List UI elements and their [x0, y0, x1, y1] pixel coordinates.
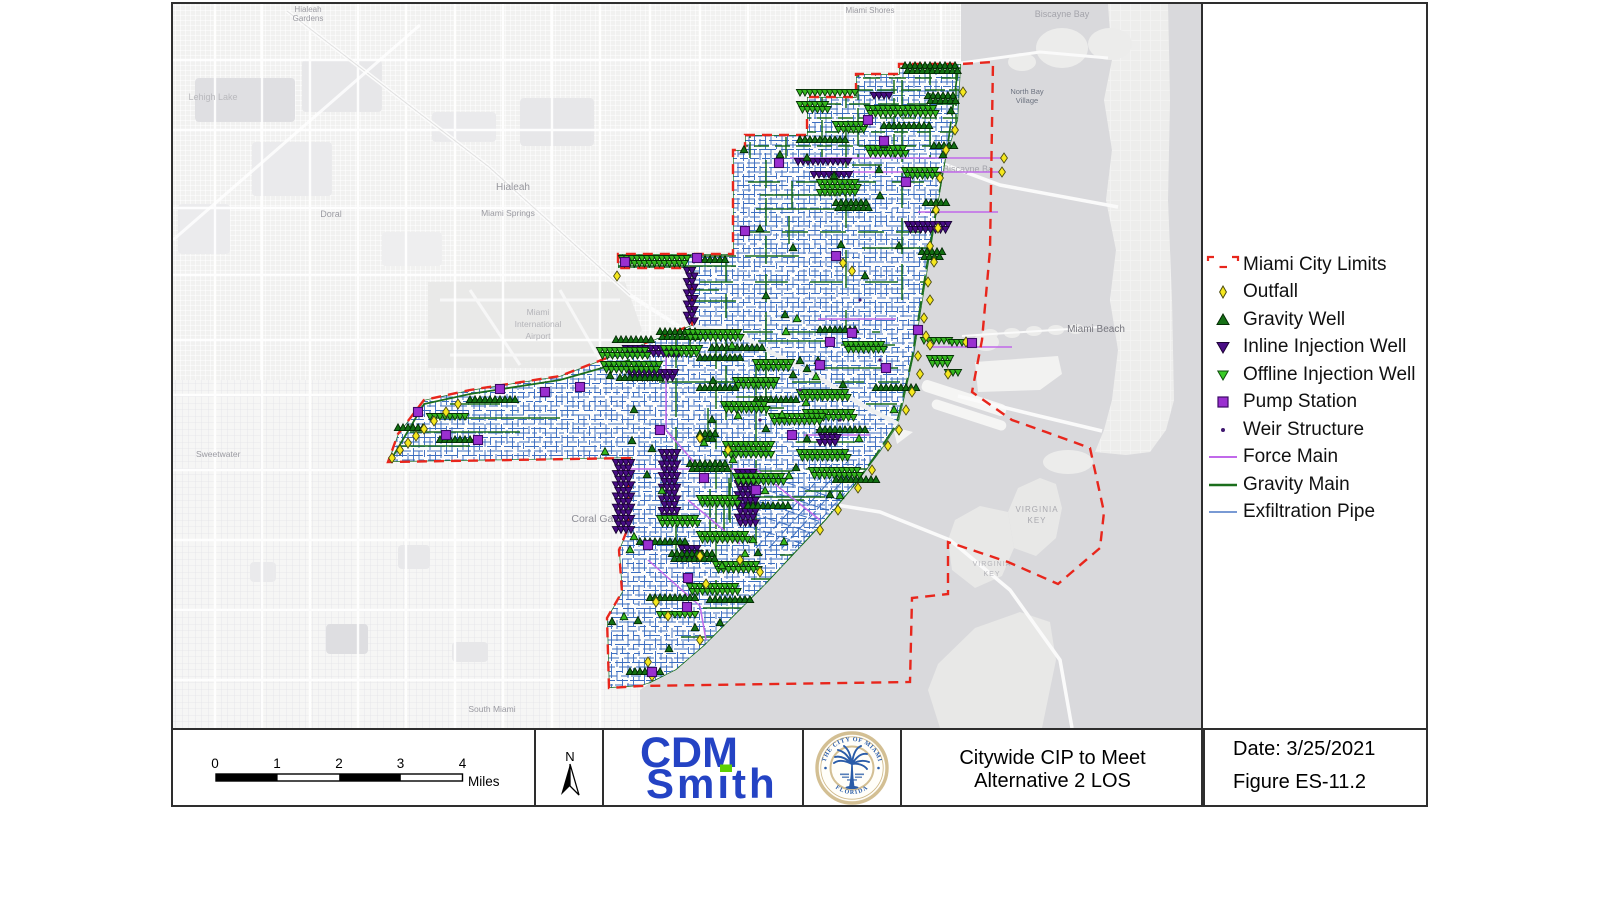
svg-text:4: 4 [459, 756, 467, 771]
svg-text:Miami Beach: Miami Beach [1067, 324, 1125, 335]
svg-text:N: N [565, 749, 574, 764]
svg-text:Gardens: Gardens [293, 14, 324, 23]
svg-text:FLORIDA: FLORIDA [834, 785, 870, 796]
svg-text:VIRGINIA: VIRGINIA [1015, 505, 1058, 514]
svg-text:Village: Village [1016, 96, 1038, 105]
svg-text:Miami Shores: Miami Shores [846, 6, 895, 15]
svg-text:Biscayne Bay: Biscayne Bay [1035, 9, 1090, 19]
svg-text:Miles: Miles [468, 774, 500, 789]
svg-text:VIRGINIA: VIRGINIA [973, 561, 1012, 568]
svg-text:2: 2 [335, 756, 343, 771]
svg-text:Hialeah: Hialeah [496, 182, 530, 193]
svg-text:Hialeah: Hialeah [294, 5, 321, 14]
svg-text:KEY: KEY [1027, 516, 1046, 525]
svg-text:Lehigh Lake: Lehigh Lake [188, 92, 237, 102]
svg-text:3: 3 [397, 756, 405, 771]
svg-text:International: International [515, 319, 562, 329]
svg-text:Biscayne Ba: Biscayne Ba [943, 164, 993, 174]
svg-text:1: 1 [273, 756, 281, 771]
svg-text:Airport: Airport [525, 331, 551, 341]
svg-text:Miami: Miami [527, 307, 550, 317]
svg-text:0: 0 [211, 756, 219, 771]
svg-text:Doral: Doral [320, 209, 342, 219]
svg-text:South Miami: South Miami [468, 704, 515, 714]
svg-text:Sweetwater: Sweetwater [196, 449, 241, 459]
svg-text:KEY: KEY [983, 571, 1000, 578]
svg-text:Smıth: Smıth [646, 760, 778, 805]
svg-text:Miami Springs: Miami Springs [481, 208, 535, 218]
svg-text:North Bay: North Bay [1010, 87, 1044, 96]
